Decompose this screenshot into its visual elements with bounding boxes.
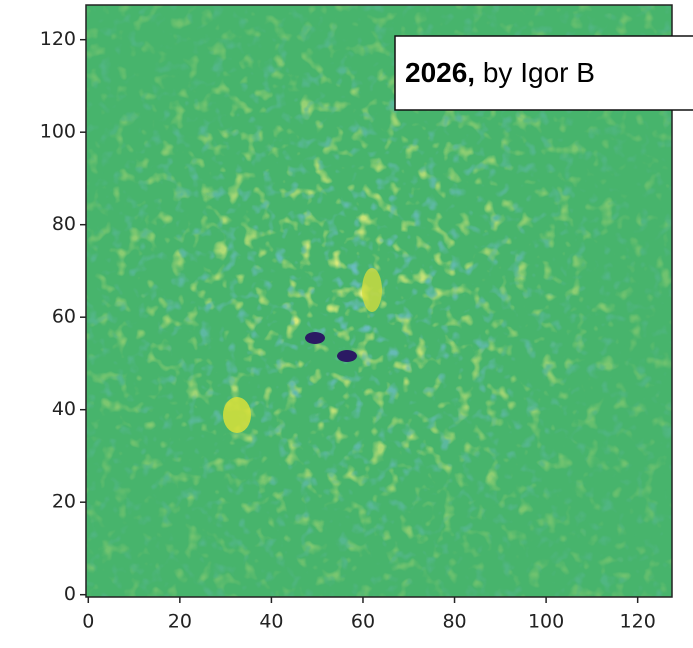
x-tick-label: 40 <box>259 611 283 633</box>
y-tick-label: 60 <box>52 306 76 328</box>
texture-dark <box>337 350 357 362</box>
texture-bright <box>223 397 251 433</box>
texture-bright <box>362 268 382 312</box>
annotation-rest: by Igor B <box>483 57 595 88</box>
x-tick-label: 100 <box>528 611 564 633</box>
y-tick-label: 100 <box>40 121 76 143</box>
y-tick-label: 20 <box>52 491 76 513</box>
x-tick-label: 0 <box>82 611 94 633</box>
plot-frame <box>85 4 673 598</box>
x-tick-label: 60 <box>351 611 375 633</box>
texture-dark <box>305 332 325 344</box>
x-tick-label: 80 <box>442 611 466 633</box>
annotation-box <box>394 35 693 111</box>
annotation: 2026, by Igor B <box>394 35 693 111</box>
x-tick-label: 20 <box>168 611 192 633</box>
x-tick-label: 120 <box>620 611 656 633</box>
annotation-bold: 2026, <box>405 57 475 88</box>
annotation-text: 2026, by Igor B <box>405 57 595 88</box>
y-tick-label: 40 <box>52 398 76 420</box>
y-tick-label: 120 <box>40 28 76 50</box>
y-tick-label: 80 <box>52 213 76 235</box>
y-tick-label: 0 <box>64 583 76 605</box>
